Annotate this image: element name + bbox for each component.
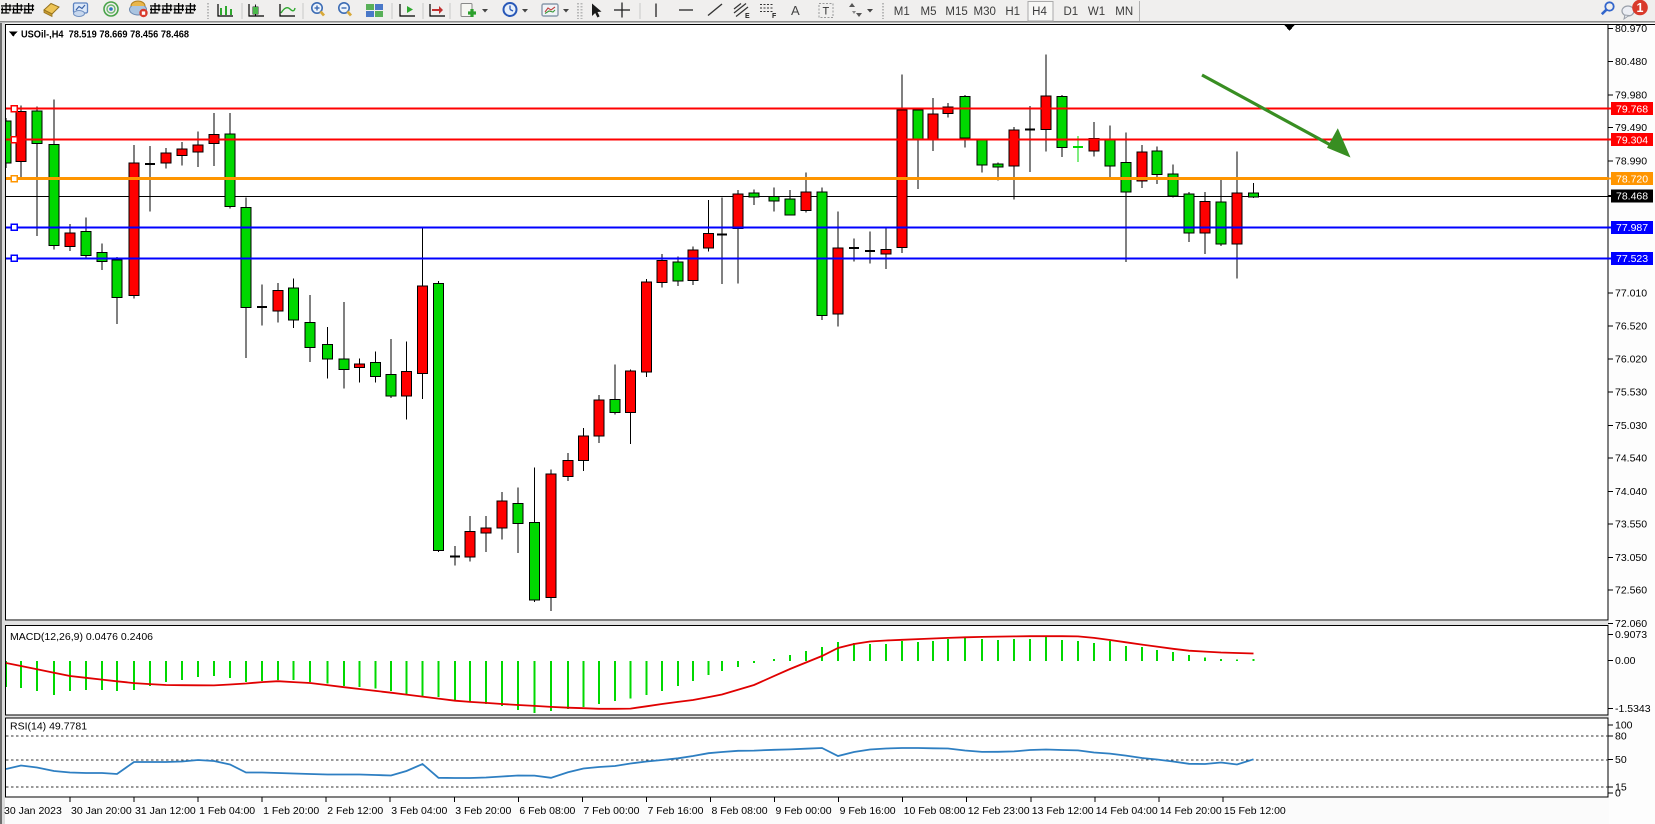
- svg-text:73.550: 73.550: [1615, 519, 1647, 531]
- svg-text:79.304: 79.304: [1616, 134, 1648, 146]
- svg-text:8 Feb 08:00: 8 Feb 08:00: [712, 805, 768, 817]
- svg-text:77.523: 77.523: [1616, 253, 1648, 265]
- svg-text:7 Feb 16:00: 7 Feb 16:00: [647, 805, 703, 817]
- svg-text:1 Feb 04:00: 1 Feb 04:00: [199, 805, 255, 817]
- svg-text:A: A: [791, 3, 800, 18]
- svg-text:1: 1: [1637, 1, 1644, 15]
- svg-text:75.530: 75.530: [1615, 386, 1647, 398]
- svg-text:77.987: 77.987: [1616, 222, 1648, 234]
- svg-text:78.720: 78.720: [1616, 173, 1648, 185]
- svg-text:31 Jan 12:00: 31 Jan 12:00: [135, 805, 196, 817]
- svg-text:H4: H4: [1032, 6, 1047, 18]
- svg-text:76.520: 76.520: [1615, 320, 1647, 332]
- svg-text:W1: W1: [1088, 6, 1105, 18]
- svg-text:78.990: 78.990: [1615, 155, 1647, 167]
- svg-text:14 Feb 20:00: 14 Feb 20:00: [1160, 805, 1222, 817]
- svg-text:73.050: 73.050: [1615, 552, 1647, 564]
- svg-text:15: 15: [1615, 782, 1627, 794]
- svg-text:13 Feb 12:00: 13 Feb 12:00: [1032, 805, 1094, 817]
- svg-text:MN: MN: [1115, 6, 1133, 18]
- svg-text:D1: D1: [1063, 6, 1078, 18]
- svg-text:0.9073: 0.9073: [1615, 629, 1647, 641]
- svg-text:MACD(12,26,9) 0.0476 0.2406: MACD(12,26,9) 0.0476 0.2406: [10, 631, 153, 643]
- svg-text:15 Feb 12:00: 15 Feb 12:00: [1224, 805, 1286, 817]
- svg-text:9 Feb 16:00: 9 Feb 16:00: [840, 805, 896, 817]
- svg-text:RSI(14) 49.7781: RSI(14) 49.7781: [10, 721, 87, 733]
- svg-text:M1: M1: [894, 6, 910, 18]
- svg-text:30 Jan 20:00: 30 Jan 20:00: [71, 805, 132, 817]
- svg-text:F: F: [772, 13, 777, 20]
- svg-text:76.020: 76.020: [1615, 354, 1647, 366]
- svg-text:72.060: 72.060: [1615, 618, 1647, 630]
- svg-text:12 Feb 23:00: 12 Feb 23:00: [968, 805, 1030, 817]
- svg-text:H1: H1: [1005, 6, 1020, 18]
- svg-text:1 Feb 20:00: 1 Feb 20:00: [263, 805, 319, 817]
- svg-text:80.970: 80.970: [1615, 23, 1647, 35]
- svg-text:3 Feb 20:00: 3 Feb 20:00: [455, 805, 511, 817]
- svg-text:7 Feb 00:00: 7 Feb 00:00: [583, 805, 639, 817]
- svg-text:14 Feb 04:00: 14 Feb 04:00: [1096, 805, 1158, 817]
- svg-text:77.010: 77.010: [1615, 288, 1647, 300]
- svg-text:74.540: 74.540: [1615, 453, 1647, 465]
- svg-text:79.980: 79.980: [1615, 89, 1647, 101]
- svg-text:M30: M30: [974, 6, 996, 18]
- svg-text:E: E: [745, 13, 750, 20]
- svg-text:80.480: 80.480: [1615, 56, 1647, 68]
- svg-text:T: T: [823, 6, 830, 18]
- svg-text:79.768: 79.768: [1616, 103, 1648, 115]
- svg-text:M5: M5: [921, 6, 937, 18]
- svg-text:78.468: 78.468: [1616, 191, 1648, 203]
- svg-text:50: 50: [1615, 754, 1627, 766]
- svg-text:74.040: 74.040: [1615, 486, 1647, 498]
- svg-text:79.490: 79.490: [1615, 122, 1647, 134]
- svg-text:0.00: 0.00: [1615, 655, 1636, 667]
- svg-text:100: 100: [1615, 719, 1633, 731]
- svg-text:2 Feb 12:00: 2 Feb 12:00: [327, 805, 383, 817]
- svg-text:10 Feb 08:00: 10 Feb 08:00: [904, 805, 966, 817]
- svg-text:-1.5343: -1.5343: [1615, 703, 1651, 715]
- svg-text:3 Feb 04:00: 3 Feb 04:00: [391, 805, 447, 817]
- svg-text:0: 0: [1615, 787, 1621, 799]
- svg-text:72.560: 72.560: [1615, 585, 1647, 597]
- svg-text:6 Feb 08:00: 6 Feb 08:00: [519, 805, 575, 817]
- svg-text:9 Feb 00:00: 9 Feb 00:00: [776, 805, 832, 817]
- svg-text:80: 80: [1615, 731, 1627, 743]
- svg-text:30 Jan 2023: 30 Jan 2023: [4, 805, 62, 817]
- svg-text:75.030: 75.030: [1615, 420, 1647, 432]
- svg-text:USOil-,H4 78.519 78.669 78.45: USOil-,H4 78.519 78.669 78.456 78.468: [21, 30, 189, 41]
- svg-text:M15: M15: [945, 6, 967, 18]
